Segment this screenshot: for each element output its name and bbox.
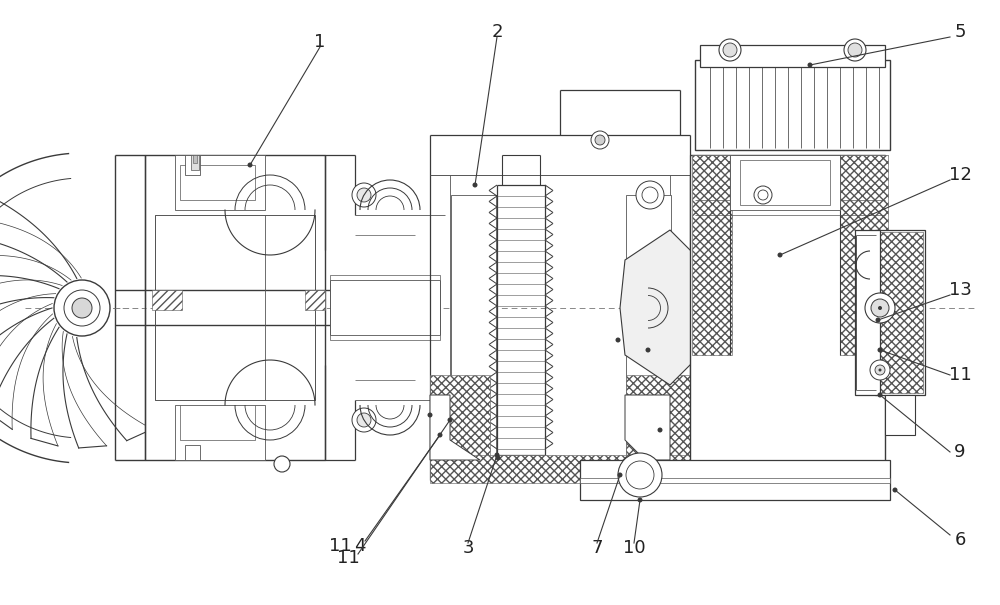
Bar: [155, 215, 315, 400]
Circle shape: [591, 131, 609, 149]
Text: 11: 11: [329, 537, 351, 555]
Circle shape: [428, 413, 432, 417]
Bar: [451, 195, 496, 460]
Bar: [191, 155, 199, 170]
Bar: [730, 155, 840, 210]
Text: 13: 13: [949, 281, 971, 299]
Bar: [626, 195, 671, 460]
Bar: [690, 155, 885, 485]
Polygon shape: [430, 395, 480, 460]
Bar: [626, 375, 690, 460]
Circle shape: [719, 39, 741, 61]
Bar: [580, 460, 890, 500]
Circle shape: [494, 453, 500, 457]
Circle shape: [357, 188, 371, 202]
Text: 11: 11: [337, 549, 359, 567]
Bar: [430, 455, 690, 483]
Text: 2: 2: [491, 23, 503, 41]
Bar: [580, 478, 890, 483]
Bar: [185, 445, 200, 460]
Text: 4: 4: [354, 537, 366, 555]
Circle shape: [448, 417, 452, 422]
Circle shape: [638, 497, 642, 503]
Text: 7: 7: [591, 539, 603, 557]
Circle shape: [438, 433, 442, 437]
Bar: [840, 155, 888, 355]
Bar: [330, 275, 440, 280]
Circle shape: [357, 413, 371, 427]
Circle shape: [844, 39, 866, 61]
Circle shape: [352, 408, 376, 432]
Circle shape: [865, 293, 895, 323]
Text: 11: 11: [949, 366, 971, 384]
Bar: [885, 395, 915, 435]
Bar: [740, 160, 830, 205]
Bar: [175, 155, 265, 210]
Text: 12: 12: [949, 166, 971, 184]
Circle shape: [54, 280, 110, 336]
Circle shape: [878, 347, 883, 353]
Circle shape: [876, 318, 881, 322]
Bar: [175, 405, 265, 460]
Text: 6: 6: [954, 531, 966, 549]
Circle shape: [658, 428, 662, 433]
Text: 1: 1: [314, 33, 326, 51]
Circle shape: [64, 290, 100, 326]
Text: 8: 8: [276, 455, 288, 473]
Polygon shape: [625, 395, 670, 460]
Circle shape: [618, 453, 662, 497]
Circle shape: [248, 163, 252, 168]
Bar: [700, 45, 885, 67]
Bar: [180, 405, 255, 440]
Circle shape: [870, 360, 890, 380]
Bar: [875, 230, 925, 395]
Text: 9: 9: [954, 443, 966, 461]
Text: 5: 5: [954, 23, 966, 41]
Circle shape: [848, 43, 862, 57]
Circle shape: [274, 456, 290, 472]
Circle shape: [618, 473, 622, 477]
Circle shape: [878, 393, 883, 397]
Circle shape: [72, 298, 92, 318]
Circle shape: [473, 183, 478, 188]
Circle shape: [723, 43, 737, 57]
Polygon shape: [620, 230, 695, 385]
Circle shape: [496, 456, 501, 460]
Circle shape: [871, 299, 889, 317]
Circle shape: [878, 306, 882, 310]
Circle shape: [595, 135, 605, 145]
Bar: [145, 155, 325, 460]
Circle shape: [879, 368, 882, 371]
Bar: [430, 375, 490, 460]
Circle shape: [646, 347, 650, 353]
Circle shape: [875, 365, 885, 375]
Bar: [330, 280, 440, 335]
Circle shape: [893, 488, 898, 492]
Bar: [330, 335, 440, 340]
Text: 10: 10: [623, 539, 645, 557]
Circle shape: [808, 62, 812, 68]
Circle shape: [754, 186, 772, 204]
Circle shape: [778, 252, 782, 258]
Circle shape: [636, 181, 664, 209]
Bar: [305, 290, 325, 310]
Circle shape: [758, 190, 768, 200]
Bar: [152, 290, 182, 310]
Circle shape: [352, 183, 376, 207]
Bar: [180, 165, 255, 200]
Text: 3: 3: [462, 539, 474, 557]
Circle shape: [616, 338, 620, 342]
Circle shape: [626, 461, 654, 489]
Bar: [695, 60, 890, 150]
Bar: [185, 155, 200, 175]
Bar: [193, 155, 197, 163]
Circle shape: [642, 187, 658, 203]
Bar: [855, 230, 880, 395]
Bar: [877, 232, 923, 393]
Bar: [692, 155, 732, 355]
